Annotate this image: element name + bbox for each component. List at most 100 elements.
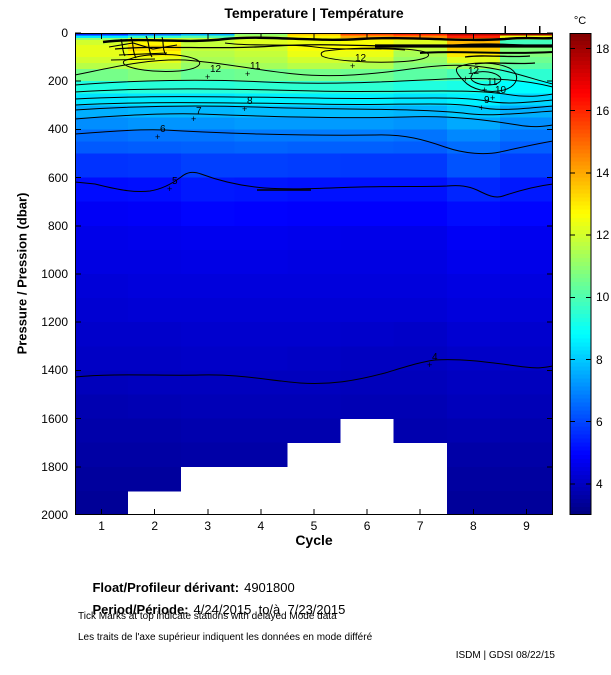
- colorbar-tick-label: 10: [596, 290, 610, 305]
- colorbar: [569, 33, 592, 515]
- heatmap-cell: [446, 466, 500, 492]
- heatmap-cell: [446, 45, 500, 52]
- colorbar-step: [570, 269, 591, 275]
- heatmap-cell: [75, 153, 129, 178]
- heatmap-cell: [181, 81, 235, 94]
- colorbar-gradient: [570, 33, 591, 515]
- heatmap-cell: [128, 57, 182, 64]
- y-tick-label: 800: [47, 218, 68, 233]
- heatmap-cell: [128, 129, 182, 142]
- heatmap-cell: [181, 63, 235, 70]
- heatmap-cell: [287, 63, 341, 70]
- heatmap-cell: [75, 274, 129, 299]
- heatmap-cell: [393, 153, 447, 178]
- colorbar-step: [570, 189, 591, 195]
- heatmap-cell: [234, 69, 288, 82]
- contour-label: 9: [484, 95, 490, 106]
- colorbar-step: [570, 398, 591, 404]
- heatmap-cell: [446, 129, 500, 142]
- heatmap-cell: [393, 81, 447, 94]
- colorbar-step: [570, 205, 591, 211]
- heatmap-cell: [181, 394, 235, 419]
- colorbar-step: [570, 157, 591, 163]
- contour-line: [75, 88, 553, 97]
- colorbar-unit-label: °C: [573, 15, 587, 27]
- heatmap-cell: [393, 346, 447, 371]
- heatmap-cell: [393, 201, 447, 227]
- heatmap-cell: [446, 40, 500, 46]
- colorbar-step: [570, 430, 591, 436]
- heatmap-cell: [234, 249, 288, 275]
- colorbar-step: [570, 33, 591, 38]
- heatmap-cell: [393, 63, 447, 70]
- heatmap-cell: [234, 45, 288, 52]
- contour-label-plus-marker: +: [245, 69, 250, 79]
- heatmap-cell: [393, 69, 447, 82]
- heatmap-grid: [75, 33, 553, 515]
- heatmap-cell: [340, 225, 394, 251]
- heatmap-cell: [393, 298, 447, 323]
- heatmap-cell: [234, 418, 288, 444]
- colorbar-step: [570, 141, 591, 146]
- colorbar-step: [570, 466, 591, 472]
- colorbar-step: [570, 450, 591, 456]
- x-axis-label: Cycle: [295, 532, 333, 548]
- heatmap-cell: [287, 45, 341, 52]
- colorbar-step: [570, 173, 591, 179]
- heatmap-cell: [393, 93, 447, 106]
- colorbar-step: [570, 438, 591, 444]
- heatmap-cell: [499, 63, 553, 70]
- heatmap-cell: [128, 249, 182, 275]
- colorbar-step: [570, 149, 591, 154]
- heatmap-cell: [75, 201, 129, 227]
- period-label: Period/Période:: [92, 602, 189, 617]
- heatmap-cell: [340, 117, 394, 130]
- heatmap-cell: [234, 346, 288, 371]
- heatmap-cell: [181, 177, 235, 203]
- heatmap-cell: [287, 93, 341, 106]
- colorbar-step: [570, 117, 591, 122]
- colorbar-tick-label: 4: [596, 476, 603, 491]
- heatmap-cell: [181, 57, 235, 64]
- y-tick-label: 1800: [41, 459, 68, 474]
- contour-line: [114, 43, 553, 50]
- heatmap-cell: [234, 93, 288, 106]
- heatmap-cell: [446, 177, 500, 203]
- heatmap-cell: [75, 298, 129, 323]
- heatmap-cell: [75, 466, 129, 492]
- colorbar-step: [570, 370, 591, 375]
- heatmap-cell: [499, 45, 553, 52]
- colorbar-step: [570, 193, 591, 199]
- heatmap-cell: [446, 225, 500, 251]
- colorbar-step: [570, 482, 591, 488]
- heatmap-cell: [287, 298, 341, 323]
- colorbar-step: [570, 129, 591, 134]
- colorbar-tick-label: 6: [596, 414, 603, 429]
- heatmap-plot-area: 12+11+12+ 12+ 11+ 10+9+8+7+6+5+4+: [75, 26, 553, 515]
- colorbar-step: [570, 253, 591, 259]
- colorbar-step: [570, 490, 591, 496]
- heatmap-cell: [499, 129, 553, 142]
- heatmap-cell: [128, 81, 182, 94]
- colorbar-step: [570, 57, 591, 62]
- heatmap-cell: [234, 105, 288, 118]
- heatmap-cell: [393, 370, 447, 395]
- heatmap-cell: [446, 249, 500, 275]
- heatmap-cell: [499, 322, 553, 347]
- heatmap-cell: [393, 45, 447, 52]
- contour-line: [102, 36, 553, 44]
- colorbar-step: [570, 81, 591, 86]
- heatmap-cell: [340, 93, 394, 106]
- contour-line: [470, 71, 502, 86]
- contour-line: [455, 62, 518, 92]
- colorbar-step: [570, 61, 591, 66]
- heatmap-cell: [181, 51, 235, 58]
- heatmap-cell: [499, 418, 553, 444]
- colorbar-step: [570, 77, 591, 82]
- colorbar-step: [570, 334, 591, 339]
- contour-labels: 12+11+12+ 12+ 11+ 10+9+8+7+6+5+4+: [155, 53, 507, 370]
- heatmap-cell: [75, 442, 129, 468]
- colorbar-step: [570, 498, 591, 504]
- heatmap-cell: [75, 418, 129, 444]
- heatmap-cell: [499, 57, 553, 64]
